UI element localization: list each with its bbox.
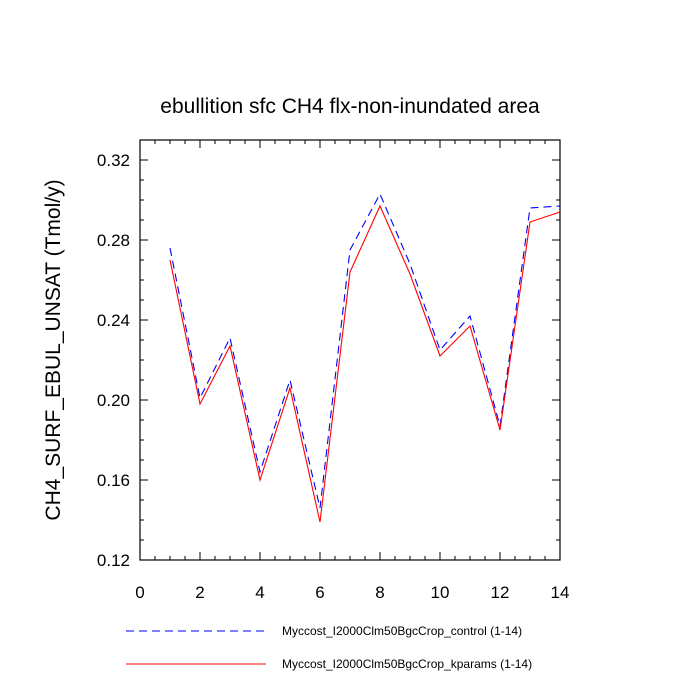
y-tick-label: 0.16 [97, 471, 130, 490]
y-axis-label: CH4_SURF_EBUL_UNSAT (Tmol/y) [42, 179, 65, 520]
x-tick-label: 2 [195, 583, 204, 602]
legend-label: Myccost_I2000Clm50BgcCrop_control (1-14) [282, 624, 522, 638]
legend-label: Myccost_I2000Clm50BgcCrop_kparams (1-14) [282, 657, 532, 671]
y-tick-label: 0.28 [97, 231, 130, 250]
chart-title: ebullition sfc CH4 flx-non-inundated are… [160, 95, 540, 118]
x-tick-label: 4 [255, 583, 264, 602]
series-line-control [169, 192, 561, 509]
x-tick-label: 12 [491, 583, 510, 602]
axis-ticks [139, 139, 561, 561]
y-tick-label: 0.24 [97, 311, 130, 330]
y-tick-label: 0.32 [97, 151, 130, 170]
x-tick-label: 0 [135, 583, 144, 602]
y-tick-label: 0.20 [97, 391, 130, 410]
series-line-kparams [169, 204, 561, 523]
x-tick-label: 14 [551, 583, 570, 602]
x-tick-label: 6 [315, 583, 324, 602]
y-tick-label: 0.12 [97, 551, 130, 570]
tick-labels: 0 2 4 6 8 10 12 14 0.12 0.16 0.20 0.24 0.28 0.32 [97, 151, 570, 602]
plot-frame [139, 139, 561, 561]
x-tick-label: 10 [431, 583, 450, 602]
x-tick-label: 8 [375, 583, 384, 602]
legend: Myccost_I2000Clm50BgcCrop_control (1-14)… [126, 624, 532, 671]
series-lines [169, 192, 561, 523]
